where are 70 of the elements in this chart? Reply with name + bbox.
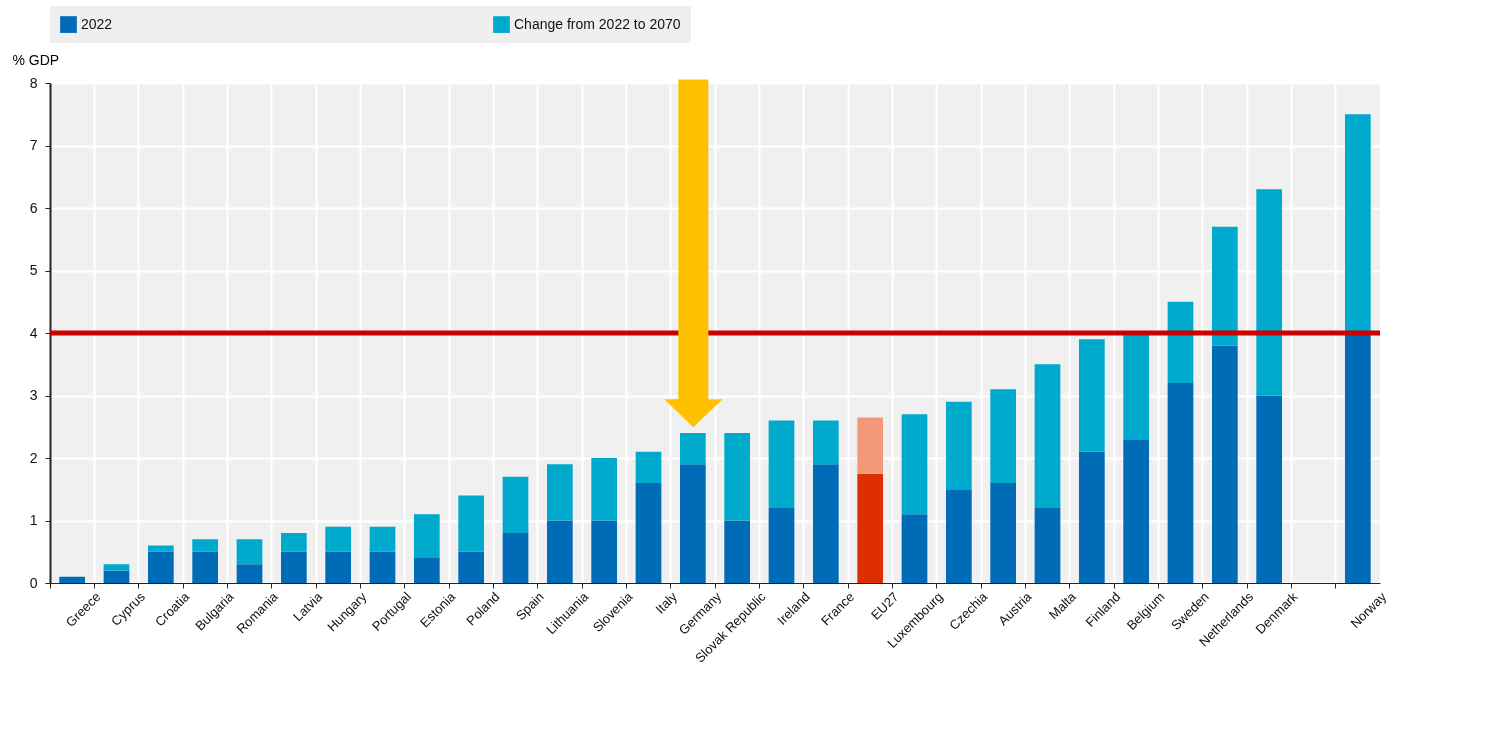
bar: [59, 576, 86, 583]
bar: [280, 551, 307, 583]
bar: [1123, 333, 1150, 440]
x-tick-label: Italy: [652, 588, 681, 617]
bar: [945, 401, 972, 490]
bar: [458, 495, 485, 552]
bar: [103, 570, 130, 583]
y-tick-label: 1: [29, 512, 38, 528]
bar: [147, 545, 174, 552]
bar: [1167, 301, 1194, 383]
bar: [369, 526, 396, 552]
y-tick-label: 6: [29, 199, 38, 216]
y-tick-label: 3: [29, 387, 38, 403]
bar: [679, 433, 706, 465]
bar: [901, 414, 928, 515]
bar: [1167, 383, 1194, 583]
bar: [857, 473, 884, 583]
bar: [1078, 339, 1105, 452]
bar: [236, 564, 263, 583]
bar: [1211, 345, 1238, 583]
y-axis-title: % GDP: [12, 51, 60, 68]
bar: [591, 458, 618, 521]
bar: [1344, 333, 1371, 583]
y-tick-label: 5: [29, 262, 38, 278]
bar: [192, 551, 219, 583]
y-tick-label: 0: [29, 574, 38, 591]
bar: [1256, 189, 1283, 396]
bar: [147, 551, 174, 583]
bar: [413, 558, 440, 583]
bar: [635, 451, 662, 483]
bar: [103, 564, 130, 571]
bar: [1078, 451, 1105, 583]
bar: [768, 508, 795, 583]
bar: [1034, 508, 1061, 583]
bar: [1344, 114, 1371, 333]
bar: [502, 533, 529, 583]
y-tick-label: 7: [29, 137, 38, 153]
bar: [458, 551, 485, 583]
bar: [812, 420, 839, 465]
bar: [591, 520, 618, 583]
bar: [901, 514, 928, 583]
y-tick-label: 8: [29, 74, 38, 91]
bar: [724, 433, 751, 521]
bar: [990, 483, 1017, 583]
bar: [192, 539, 219, 552]
bar: [280, 533, 307, 552]
bar: [369, 551, 396, 583]
bar: [679, 464, 706, 583]
y-tick-label: 2: [29, 449, 38, 466]
bar: [546, 464, 573, 521]
bar: [1034, 364, 1061, 508]
bar: [857, 417, 884, 474]
bar: [1211, 226, 1238, 346]
bar: [325, 551, 352, 583]
bar: [502, 476, 529, 533]
bar: [635, 483, 662, 583]
bar: [812, 464, 839, 583]
bar: [945, 489, 972, 583]
bar: [413, 514, 440, 558]
bar: [236, 539, 263, 565]
y-tick-label: 4: [29, 324, 38, 341]
legend-label: 2022: [81, 15, 113, 32]
bar: [325, 526, 352, 552]
bar: [768, 420, 795, 508]
bar: [1256, 395, 1283, 583]
bar: [1123, 439, 1150, 583]
bar: [724, 520, 751, 583]
legend-label: Change from 2022 to 2070: [514, 15, 681, 32]
bar: [546, 520, 573, 583]
bar: [990, 389, 1017, 483]
